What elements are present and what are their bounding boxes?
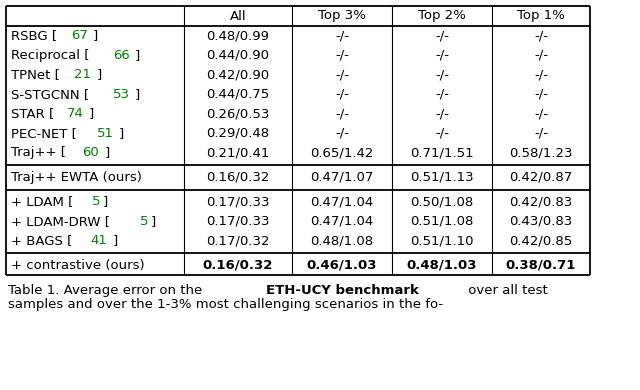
Text: + BAGS [: + BAGS [	[11, 234, 72, 247]
Text: 0.47/1.07: 0.47/1.07	[310, 171, 374, 184]
Text: All: All	[230, 9, 246, 23]
Text: 0.51/1.08: 0.51/1.08	[410, 215, 474, 228]
Text: -/-: -/-	[534, 68, 548, 81]
Text: 0.44/0.90: 0.44/0.90	[207, 49, 269, 62]
Text: -/-: -/-	[534, 29, 548, 42]
Text: -/-: -/-	[335, 49, 349, 62]
Text: 0.29/0.48: 0.29/0.48	[207, 127, 269, 140]
Text: 0.16/0.32: 0.16/0.32	[206, 171, 269, 184]
Text: 0.50/1.08: 0.50/1.08	[410, 195, 474, 208]
Text: 5: 5	[92, 195, 100, 208]
Text: Top 2%: Top 2%	[418, 9, 466, 23]
Text: 67: 67	[71, 29, 88, 42]
Text: ]: ]	[118, 127, 124, 140]
Text: 51: 51	[97, 127, 113, 140]
Text: 0.17/0.33: 0.17/0.33	[206, 195, 269, 208]
Text: 0.26/0.53: 0.26/0.53	[206, 107, 269, 120]
Text: 0.71/1.51: 0.71/1.51	[410, 146, 474, 159]
Text: -/-: -/-	[534, 127, 548, 140]
Text: 0.17/0.33: 0.17/0.33	[206, 215, 269, 228]
Text: -/-: -/-	[335, 127, 349, 140]
Text: RSBG [: RSBG [	[11, 29, 57, 42]
Text: -/-: -/-	[435, 127, 449, 140]
Text: 0.47/1.04: 0.47/1.04	[310, 195, 374, 208]
Text: -/-: -/-	[435, 68, 449, 81]
Text: STAR [: STAR [	[11, 107, 54, 120]
Text: ETH-UCY benchmark: ETH-UCY benchmark	[266, 284, 419, 297]
Text: ]: ]	[104, 146, 109, 159]
Text: 0.21/0.41: 0.21/0.41	[206, 146, 269, 159]
Text: Traj++ EWTA (ours): Traj++ EWTA (ours)	[11, 171, 142, 184]
Text: + LDAM-DRW [: + LDAM-DRW [	[11, 215, 110, 228]
Text: 0.38/0.71: 0.38/0.71	[506, 259, 576, 272]
Text: 0.48/1.08: 0.48/1.08	[310, 234, 374, 247]
Text: -/-: -/-	[335, 29, 349, 42]
Text: Reciprocal [: Reciprocal [	[11, 49, 90, 62]
Text: ]: ]	[150, 215, 156, 228]
Text: 0.42/0.90: 0.42/0.90	[207, 68, 269, 81]
Text: 0.46/1.03: 0.46/1.03	[307, 259, 377, 272]
Text: 0.48/0.99: 0.48/0.99	[207, 29, 269, 42]
Text: 41: 41	[91, 234, 108, 247]
Text: 0.48/1.03: 0.48/1.03	[407, 259, 477, 272]
Text: PEC-NET [: PEC-NET [	[11, 127, 77, 140]
Text: 0.51/1.13: 0.51/1.13	[410, 171, 474, 184]
Text: ]: ]	[89, 107, 94, 120]
Text: Top 1%: Top 1%	[517, 9, 565, 23]
Text: ]: ]	[97, 68, 102, 81]
Text: + contrastive (ours): + contrastive (ours)	[11, 259, 145, 272]
Text: ]: ]	[113, 234, 118, 247]
Text: 53: 53	[113, 88, 129, 101]
Text: S-STGCNN [: S-STGCNN [	[11, 88, 89, 101]
Text: 0.17/0.32: 0.17/0.32	[206, 234, 269, 247]
Text: 5: 5	[140, 215, 148, 228]
Text: -/-: -/-	[534, 107, 548, 120]
Text: Top 3%: Top 3%	[318, 9, 366, 23]
Text: ]: ]	[134, 88, 140, 101]
Text: 60: 60	[83, 146, 99, 159]
Text: -/-: -/-	[534, 49, 548, 62]
Text: -/-: -/-	[435, 49, 449, 62]
Text: -/-: -/-	[435, 88, 449, 101]
Text: ]: ]	[134, 49, 140, 62]
Text: over all test: over all test	[465, 284, 548, 297]
Text: ]: ]	[93, 29, 98, 42]
Text: 0.42/0.85: 0.42/0.85	[509, 234, 573, 247]
Text: -/-: -/-	[335, 88, 349, 101]
Text: -/-: -/-	[335, 107, 349, 120]
Text: -/-: -/-	[335, 68, 349, 81]
Text: 74: 74	[67, 107, 84, 120]
Text: 0.47/1.04: 0.47/1.04	[310, 215, 374, 228]
Text: TPNet [: TPNet [	[11, 68, 60, 81]
Text: 21: 21	[74, 68, 92, 81]
Text: Traj++ [: Traj++ [	[11, 146, 66, 159]
Text: 0.65/1.42: 0.65/1.42	[310, 146, 374, 159]
Text: + LDAM [: + LDAM [	[11, 195, 74, 208]
Text: 0.51/1.10: 0.51/1.10	[410, 234, 474, 247]
Text: samples and over the 1-3% most challenging scenarios in the fo-: samples and over the 1-3% most challengi…	[8, 298, 443, 311]
Text: Table 1. Average error on the: Table 1. Average error on the	[8, 284, 207, 297]
Text: -/-: -/-	[435, 29, 449, 42]
Text: 0.43/0.83: 0.43/0.83	[509, 215, 573, 228]
Text: ]: ]	[103, 195, 108, 208]
Text: 0.42/0.87: 0.42/0.87	[509, 171, 573, 184]
Text: 0.42/0.83: 0.42/0.83	[509, 195, 573, 208]
Text: 0.16/0.32: 0.16/0.32	[203, 259, 273, 272]
Text: -/-: -/-	[534, 88, 548, 101]
Text: 0.44/0.75: 0.44/0.75	[206, 88, 269, 101]
Text: -/-: -/-	[435, 107, 449, 120]
Text: 66: 66	[113, 49, 130, 62]
Text: 0.58/1.23: 0.58/1.23	[509, 146, 573, 159]
